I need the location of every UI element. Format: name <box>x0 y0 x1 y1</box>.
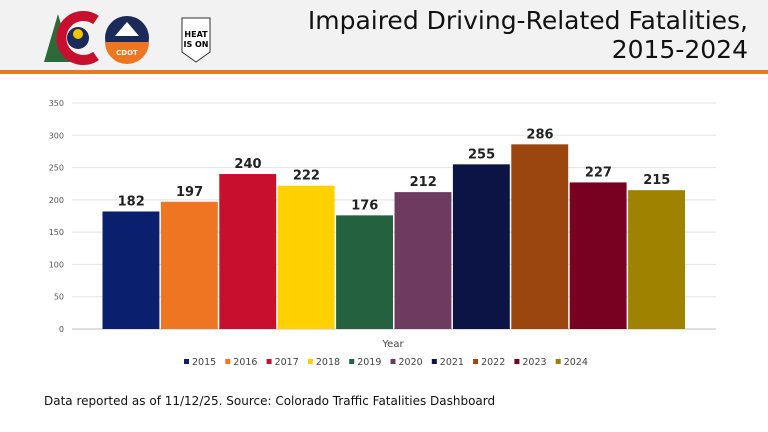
y-tick-label: 0 <box>59 325 64 334</box>
data-label: 182 <box>118 194 145 209</box>
y-tick-label: 150 <box>49 228 64 237</box>
bar-2016 <box>160 201 218 329</box>
data-label: 240 <box>234 157 261 172</box>
page-title: Impaired Driving-Related Fatalities, 201… <box>308 6 748 64</box>
legend-swatch <box>555 359 561 364</box>
data-label: 255 <box>468 147 495 162</box>
legend-label: 2016 <box>233 357 257 368</box>
legend-swatch <box>514 359 520 364</box>
bar-2017 <box>219 174 277 329</box>
bar-2024 <box>628 190 685 329</box>
bar-2018 <box>277 185 335 329</box>
legend-swatch <box>307 359 313 364</box>
bar-2020 <box>394 192 452 329</box>
legend-label: 2019 <box>357 357 381 368</box>
legend-label: 2020 <box>399 357 423 368</box>
legend-label: 2018 <box>316 357 340 368</box>
data-label: 222 <box>293 169 320 184</box>
header-divider <box>0 70 768 74</box>
logos: CDOT HEAT IS ON <box>44 11 211 65</box>
data-label: 286 <box>526 127 553 142</box>
legend-label: 2022 <box>481 357 505 368</box>
legend-label: 2023 <box>522 357 546 368</box>
y-tick-label: 250 <box>49 164 64 173</box>
svg-text:IS ON: IS ON <box>183 40 208 49</box>
y-tick-label: 300 <box>49 131 64 140</box>
source-note: Data reported as of 11/12/25. Source: Co… <box>44 394 496 408</box>
legend-swatch <box>390 359 396 364</box>
svg-text:CDOT: CDOT <box>116 49 138 57</box>
bar-2023 <box>569 182 627 329</box>
title-line-2: 2015-2024 <box>611 35 748 64</box>
bar-2015 <box>102 211 160 329</box>
y-tick-label: 350 <box>49 99 64 108</box>
y-tick-label: 100 <box>49 260 64 269</box>
bar-2019 <box>336 215 393 329</box>
legend-swatch <box>225 359 231 364</box>
svg-text:HEAT: HEAT <box>184 30 208 39</box>
data-label: 227 <box>585 165 612 180</box>
x-axis-label: Year <box>381 339 404 350</box>
colorado-logo <box>44 11 99 65</box>
legend-swatch <box>431 359 437 364</box>
bar-chart: 0 50 100 150 200 250 300 350 182 197 240 222 176 212 2… <box>49 99 716 368</box>
title-line-1: Impaired Driving-Related Fatalities, <box>307 6 748 35</box>
y-tick-label: 50 <box>54 293 64 302</box>
legend-swatch <box>266 359 272 364</box>
bar-2022 <box>511 144 569 329</box>
bar-2021 <box>452 164 510 329</box>
heat-is-on-logo: HEAT IS ON <box>181 17 211 63</box>
data-label: 197 <box>176 185 203 200</box>
y-tick-label: 200 <box>49 196 64 205</box>
legend-swatch <box>349 359 355 364</box>
legend-label: 2017 <box>275 357 299 368</box>
data-label: 215 <box>643 173 670 188</box>
data-label: 212 <box>410 175 437 190</box>
data-label: 176 <box>351 198 378 213</box>
legend-label: 2015 <box>192 357 216 368</box>
legend-label: 2021 <box>440 357 464 368</box>
cdot-logo: CDOT <box>105 16 149 64</box>
legend-swatch <box>184 359 189 364</box>
legend-label: 2024 <box>564 357 588 368</box>
legend-swatch <box>473 359 479 364</box>
